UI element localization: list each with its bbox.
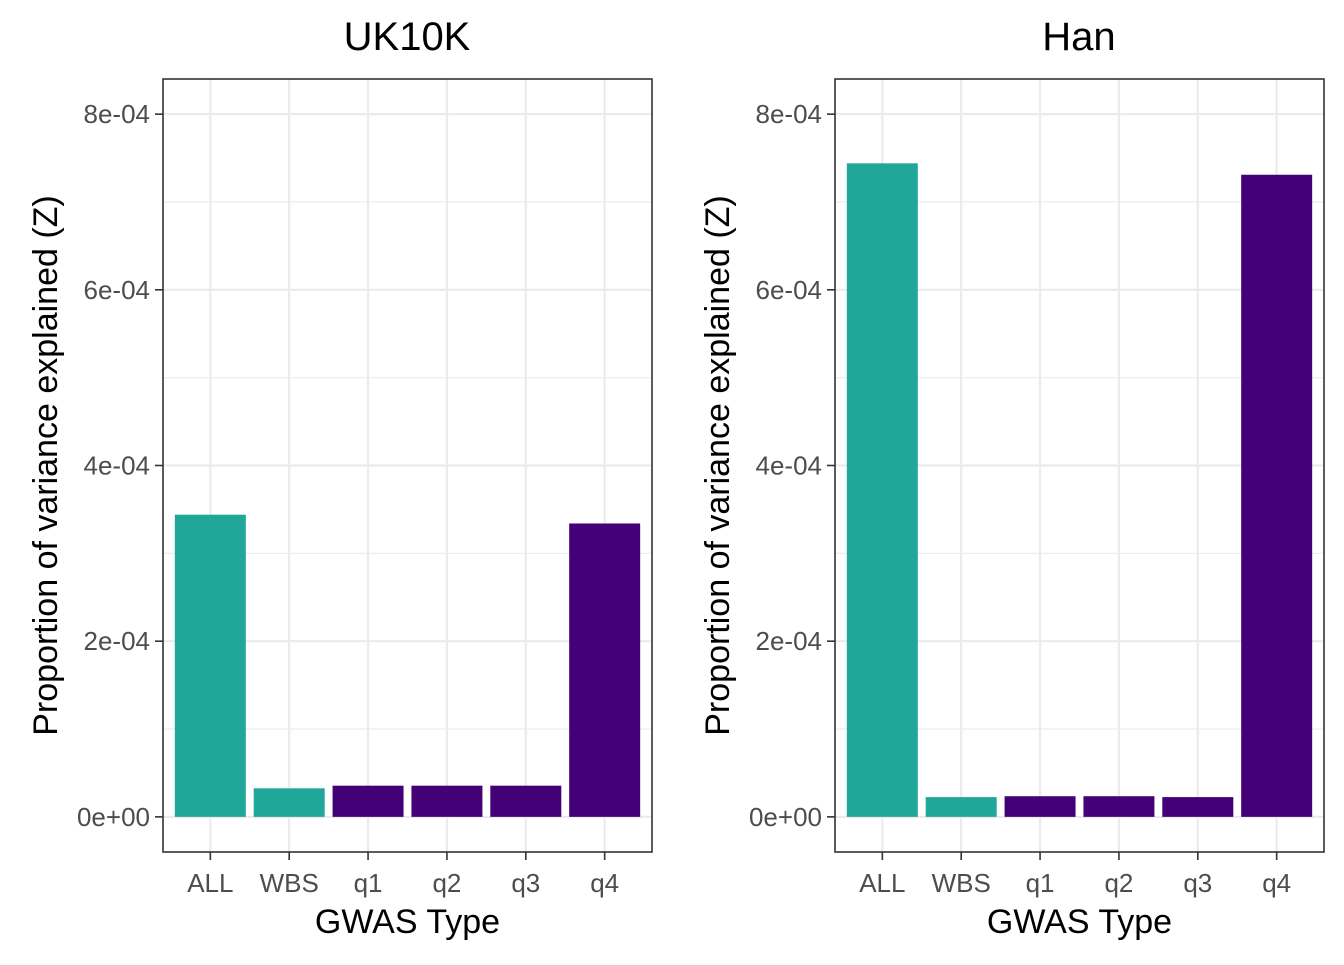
x-tick-label: ALL bbox=[859, 868, 905, 898]
y-tick-label: 6e-04 bbox=[756, 275, 823, 305]
y-axis-title: Proportion of variance explained (Z) bbox=[27, 195, 65, 736]
x-tick-label: q4 bbox=[590, 868, 619, 898]
x-tick-label: WBS bbox=[932, 868, 991, 898]
y-tick-label: 2e-04 bbox=[84, 626, 151, 656]
bar-q4 bbox=[569, 523, 641, 817]
bar-q1 bbox=[332, 785, 404, 817]
x-tick-label: q1 bbox=[1026, 868, 1055, 898]
chart-panel-2: 0e+00 2e-04 4e-04 6e-04 8e-04 ALL WBS q1 q2 q3 q4 H… bbox=[699, 15, 1325, 941]
panel-title: Han bbox=[1042, 15, 1115, 59]
y-tick-label: 8e-04 bbox=[756, 99, 823, 129]
x-tick-label: q2 bbox=[432, 868, 461, 898]
bar-q2 bbox=[411, 785, 483, 817]
x-tick-label: q3 bbox=[511, 868, 540, 898]
x-tick-label: WBS bbox=[260, 868, 319, 898]
bar-wbs bbox=[253, 788, 325, 817]
bar-wbs bbox=[925, 797, 997, 817]
x-axis-title: GWAS Type bbox=[315, 903, 500, 941]
x-tick-label: q4 bbox=[1262, 868, 1291, 898]
y-tick-label: 0e+00 bbox=[749, 802, 822, 832]
x-tick-label: q2 bbox=[1104, 868, 1133, 898]
x-tick-label: q1 bbox=[354, 868, 383, 898]
bar-q2 bbox=[1083, 796, 1155, 817]
y-tick-label: 8e-04 bbox=[84, 99, 151, 129]
bar-q3 bbox=[490, 785, 562, 817]
bar-q3 bbox=[1162, 797, 1234, 817]
y-tick-label: 6e-04 bbox=[84, 275, 151, 305]
y-tick-label: 4e-04 bbox=[84, 451, 151, 481]
chart-panel-1: 0e+00 2e-04 4e-04 6e-04 8e-04 ALL WBS q1 q2 q3 q4 U… bbox=[27, 15, 653, 941]
y-tick-label: 0e+00 bbox=[77, 802, 150, 832]
bar-all bbox=[174, 514, 246, 817]
bar-q1 bbox=[1004, 796, 1076, 817]
x-tick-label: ALL bbox=[187, 868, 233, 898]
y-axis-title: Proportion of variance explained (Z) bbox=[699, 195, 737, 736]
bar-all bbox=[846, 163, 918, 817]
y-tick-label: 2e-04 bbox=[756, 626, 823, 656]
x-axis-title: GWAS Type bbox=[987, 903, 1172, 941]
y-tick-label: 4e-04 bbox=[756, 451, 823, 481]
bar-q4 bbox=[1241, 174, 1313, 817]
panel-title: UK10K bbox=[344, 15, 471, 59]
x-tick-label: q3 bbox=[1183, 868, 1212, 898]
